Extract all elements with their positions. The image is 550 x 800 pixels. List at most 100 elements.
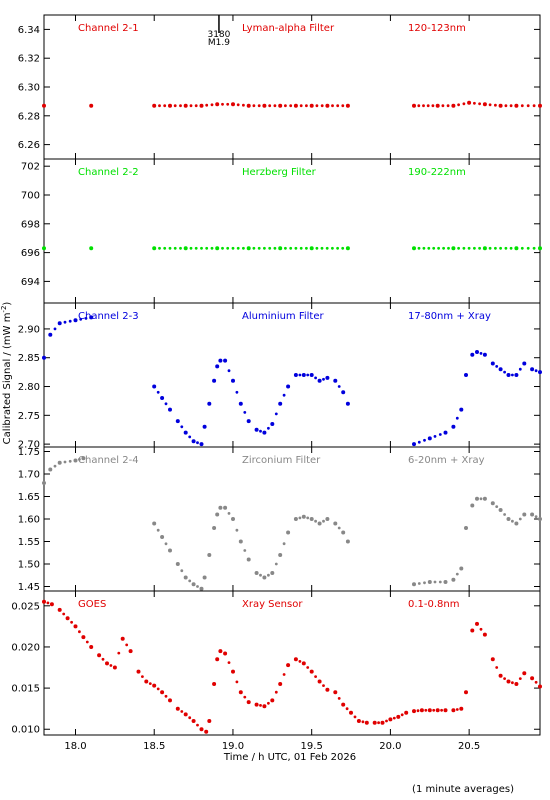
data-point: [538, 246, 542, 251]
data-point: [73, 624, 78, 629]
panel-filter-label: Zirconium Filter: [242, 455, 321, 466]
data-point: [451, 246, 456, 251]
data-point: [317, 679, 322, 684]
panel-filter-label: Xray Sensor: [242, 599, 303, 610]
data-point-fill: [432, 246, 436, 250]
data-point-fill: [306, 373, 310, 377]
y-tick-label: 6.30: [18, 83, 40, 94]
data-point: [345, 246, 350, 251]
data-point-fill: [518, 367, 522, 371]
data-point-fill: [345, 707, 349, 711]
data-point: [175, 562, 180, 566]
data-point: [160, 690, 165, 695]
data-point-fill: [125, 643, 129, 647]
data-point-fill: [235, 528, 239, 532]
data-point-fill: [320, 104, 324, 108]
data-point-fill: [446, 104, 450, 108]
data-point: [89, 645, 94, 649]
data-point: [105, 661, 109, 666]
x-tick-label: 18.0: [64, 741, 86, 752]
data-point-fill: [78, 458, 81, 461]
data-point-fill: [503, 513, 506, 516]
data-point: [246, 246, 251, 251]
y-tick-label: 0.010: [11, 725, 40, 736]
panel-band-label: 17-80nm + Xray: [408, 311, 491, 322]
data-point-fill: [422, 246, 426, 250]
data-point-fill: [46, 601, 50, 605]
data-point-fill: [518, 517, 522, 521]
data-point: [97, 653, 102, 658]
y-tick-label: 1.70: [18, 470, 40, 481]
data-point-fill: [503, 370, 506, 374]
data-point-fill: [494, 103, 497, 107]
data-point: [475, 621, 479, 626]
data-point-fill: [532, 104, 536, 108]
data-point: [427, 708, 432, 713]
data-point: [183, 246, 188, 251]
data-point: [202, 424, 207, 429]
data-point: [482, 246, 487, 251]
data-point-fill: [257, 246, 261, 250]
data-point: [293, 517, 298, 521]
data-point-fill: [188, 435, 192, 439]
y-tick-label: 2.70: [18, 440, 40, 451]
data-point-fill: [231, 246, 235, 250]
data-point: [160, 535, 165, 539]
data-point-fill: [438, 433, 442, 436]
data-point-fill: [189, 104, 193, 108]
data-point-fill: [148, 682, 152, 685]
data-point: [270, 571, 275, 575]
data-point: [419, 708, 424, 713]
panels: 6.26 6.28 6.30 6.32 6.34 Channel 2-1 Lyman-alp…: [11, 14, 542, 736]
panel-band-label: 6-20nm + Xray: [408, 455, 485, 466]
data-point: [183, 430, 188, 435]
panel-frame: [43, 590, 541, 736]
data-point-fill: [479, 352, 483, 355]
data-point-fill: [400, 713, 404, 717]
data-point-fill: [117, 651, 121, 655]
data-point-fill: [534, 369, 538, 373]
data-point: [183, 712, 188, 717]
data-point-fill: [315, 104, 319, 108]
data-point: [333, 521, 338, 526]
data-point: [152, 246, 157, 251]
data-point-fill: [164, 694, 168, 698]
data-point: [286, 384, 291, 389]
data-point-fill: [63, 320, 67, 324]
data-point-fill: [432, 708, 436, 712]
data-point: [199, 103, 204, 108]
data-point-fill: [242, 246, 245, 250]
data-point-fill: [462, 102, 466, 106]
data-point-fill: [331, 246, 334, 250]
data-point: [538, 684, 542, 689]
data-point: [152, 683, 157, 688]
panel-channel-label: Channel 2-3: [78, 311, 139, 322]
data-point-fill: [534, 680, 538, 684]
data-point: [278, 682, 283, 686]
data-point-fill: [163, 246, 167, 250]
data-point-fill: [267, 573, 270, 577]
data-point-fill: [196, 723, 199, 727]
x-tick-label: 18.5: [143, 741, 165, 752]
data-point: [57, 321, 62, 326]
data-point-fill: [437, 246, 440, 250]
data-point-fill: [243, 549, 247, 552]
data-point: [223, 651, 228, 656]
data-point: [341, 390, 346, 395]
data-point: [325, 103, 330, 108]
data-point: [57, 460, 62, 465]
data-point: [262, 430, 267, 435]
data-point-fill: [68, 459, 72, 463]
data-point-fill: [455, 572, 459, 576]
data-point-fill: [473, 101, 476, 105]
x-tick-label: 19.0: [222, 741, 244, 752]
data-point: [293, 657, 298, 662]
data-point: [215, 364, 220, 369]
data-point-fill: [227, 369, 231, 373]
data-point-fill: [298, 373, 302, 377]
panel-filter-label: Lyman-alpha Filter: [242, 23, 335, 34]
data-point-fill: [53, 464, 57, 468]
data-point-fill: [422, 104, 425, 108]
data-point-fill: [511, 373, 514, 377]
data-point: [246, 419, 251, 424]
